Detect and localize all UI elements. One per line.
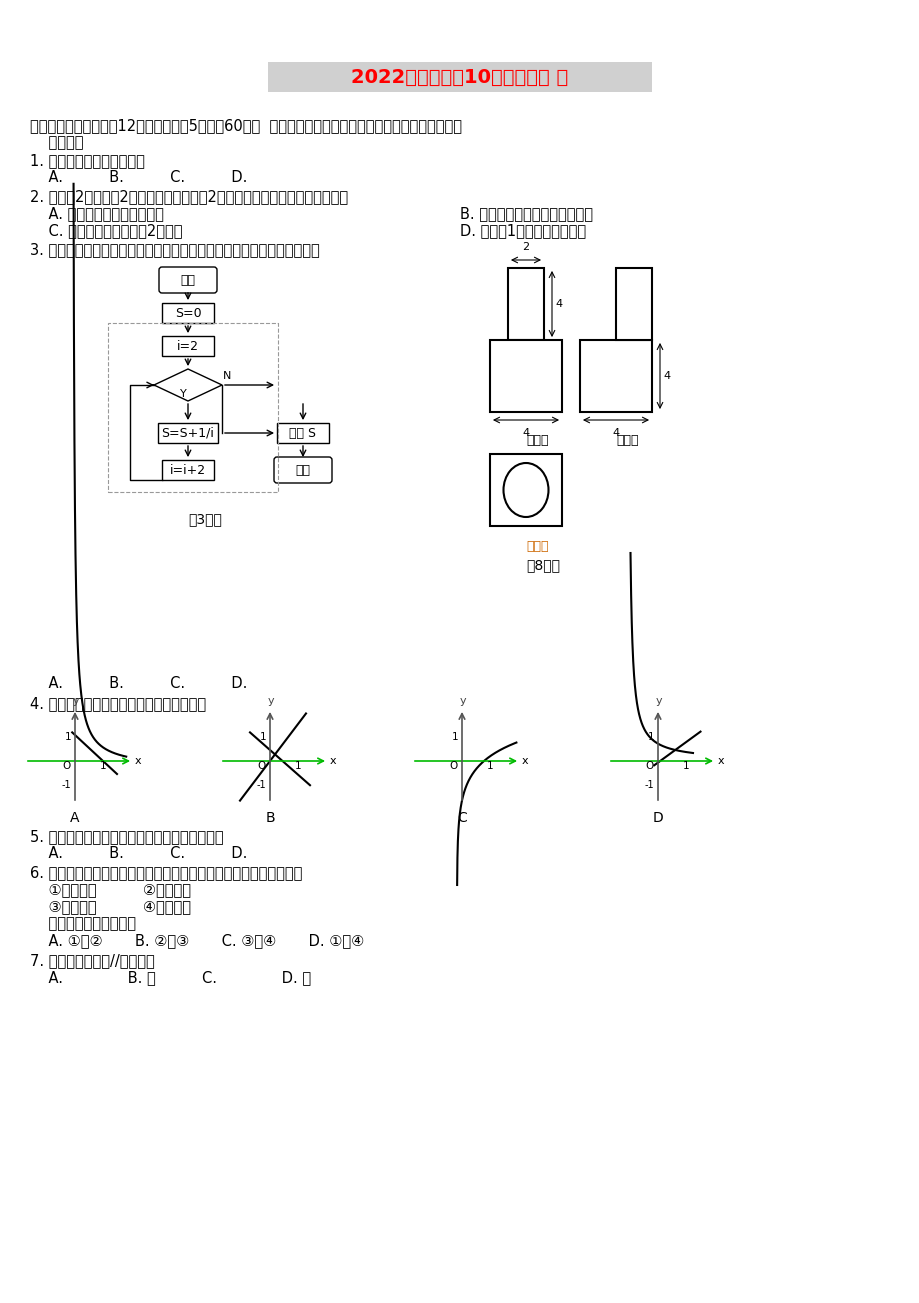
Text: 4: 4 [612,427,618,438]
Text: B: B [265,810,275,825]
Text: i=i+2: i=i+2 [170,464,206,477]
Text: y: y [655,696,662,706]
Text: O: O [449,761,458,771]
Text: A.          B.          C.          D.: A. B. C. D. [30,169,247,185]
Text: A: A [70,810,80,825]
Text: 1: 1 [294,761,301,771]
Bar [490,453,562,526]
Text: 6. 设，是两条不同的直线，是三个不同的平面，给出下列四个命题：: 6. 设，是两条不同的直线，是三个不同的平面，给出下列四个命题： [30,865,302,880]
Bar [162,336,214,356]
Text: A.              B. 或          C.              D. 或: A. B. 或 C. D. 或 [30,969,311,985]
Text: O: O [645,761,653,771]
Text: 1: 1 [486,761,493,771]
Text: 1: 1 [259,732,266,741]
Text: 要求的）: 要求的） [30,136,84,150]
Text: 第8题图: 第8题图 [526,558,560,572]
Text: C: C [457,810,466,825]
Text: 俯视图: 俯视图 [526,539,548,552]
Text: D: D [652,810,663,825]
Bar [490,340,562,412]
Text: 输出 S: 输出 S [289,426,316,439]
Text: ①若，，则          ②若，，则: ①若，，则 ②若，，则 [30,882,191,896]
Text: 正视图: 正视图 [526,434,548,447]
Text: C. 恰有一个白球与恰有2个白球: C. 恰有一个白球与恰有2个白球 [30,223,182,238]
Text: i=2: i=2 [176,340,199,353]
Text: S=S+1/i: S=S+1/i [162,426,214,439]
Text: -1: -1 [256,780,266,790]
FancyBboxPatch shape [267,63,652,93]
Text: O: O [257,761,266,771]
Text: 7. 直线，直线，若//，则等于: 7. 直线，直线，若//，则等于 [30,952,154,968]
Text: ③若，，则          ④若，，则: ③若，，则 ④若，，则 [30,899,191,913]
Text: 2. 从装有2个红球和2个白球的口袋内任取2个，则互斥但不对立的两个事件是: 2. 从装有2个红球和2个白球的口袋内任取2个，则互斥但不对立的两个事件是 [30,189,347,205]
Text: 1: 1 [64,732,71,741]
Bar [277,423,329,443]
Bar [579,340,652,412]
Text: Y: Y [180,390,187,399]
Text: x: x [521,756,528,766]
Text: x: x [717,756,724,766]
Text: -1: -1 [643,780,653,790]
Text: 其中正确命题的序号是: 其中正确命题的序号是 [30,916,136,932]
Text: 5. 在区间上随机取一个实数，则事件：的概率为: 5. 在区间上随机取一个实数，则事件：的概率为 [30,829,223,844]
Text: 4. 在同一直角坐标系中，函数的图像可能是: 4. 在同一直角坐标系中，函数的图像可能是 [30,696,206,711]
Text: x: x [330,756,336,766]
Text: 1: 1 [99,761,107,771]
Bar [162,460,214,480]
Text: 一、选择题（本大题共12小题，每小题5分，共60分．  在每小题给出的四个选项中，只有一项是符合题目: 一、选择题（本大题共12小题，每小题5分，共60分． 在每小题给出的四个选项中，… [30,119,461,133]
Bar [158,423,218,443]
Text: 2022年高二数学10月联考试题 理: 2022年高二数学10月联考试题 理 [351,68,568,86]
Text: y: y [73,696,79,706]
FancyBboxPatch shape [159,267,217,293]
Text: 第3题图: 第3题图 [187,512,221,526]
Text: 1: 1 [647,732,653,741]
Text: -1: -1 [62,780,71,790]
Bar [507,268,543,340]
Text: x: x [135,756,142,766]
Text: N: N [222,371,231,380]
Bar [616,268,652,340]
Text: A. ①和②       B. ②和③       C. ③和④       D. ①和④: A. ①和② B. ②和③ C. ③和④ D. ①和④ [30,933,364,949]
Text: y: y [267,696,274,706]
Text: 4: 4 [522,427,529,438]
Polygon shape [153,369,221,401]
Text: D. 至少有1个白球与都是红球: D. 至少有1个白球与都是红球 [460,223,585,238]
Text: B. 至少一个白球与至少一个红球: B. 至少一个白球与至少一个红球 [460,206,593,222]
Text: A.          B.          C.          D.: A. B. C. D. [30,846,247,861]
Text: 1. 已知全集为，集合，，则: 1. 已知全集为，集合，，则 [30,152,144,168]
Bar [108,323,278,493]
Text: O: O [62,761,71,771]
Text: 开始: 开始 [180,274,196,287]
Text: S=0: S=0 [175,306,201,319]
Text: 侧视图: 侧视图 [616,434,638,447]
Text: 1: 1 [451,732,458,741]
Text: y: y [460,696,466,706]
Text: A. 至少一个白球与都是白球: A. 至少一个白球与都是白球 [30,206,164,222]
Bar [162,304,214,323]
Text: A.          B.          C.          D.: A. B. C. D. [30,676,247,691]
Text: 2: 2 [522,242,529,251]
Text: 3. 如图给出的是计算的值的一个程序框图，其中判断框内应填入的条件是: 3. 如图给出的是计算的值的一个程序框图，其中判断框内应填入的条件是 [30,242,320,257]
FancyBboxPatch shape [274,457,332,483]
Text: 结束: 结束 [295,464,311,477]
Text: 4: 4 [554,298,562,309]
Text: 1: 1 [682,761,688,771]
Text: 4: 4 [663,371,669,380]
